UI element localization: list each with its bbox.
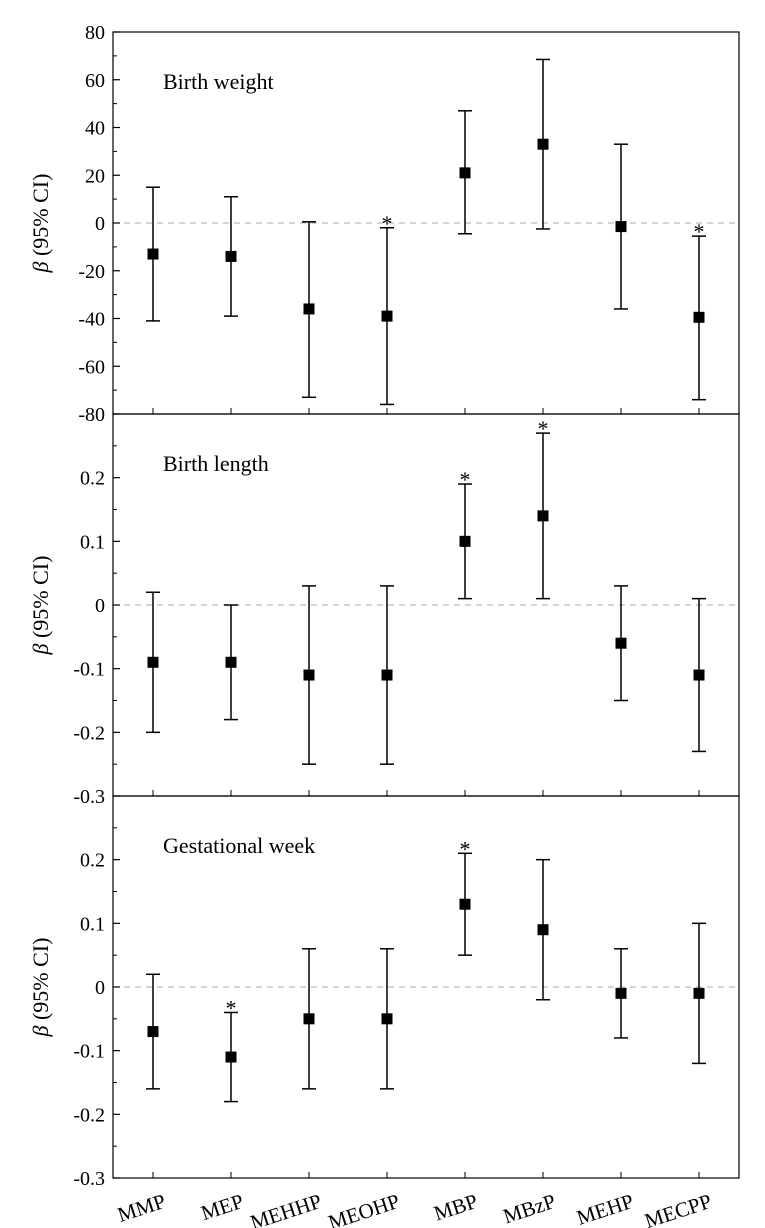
y-tick-label: 0.1 xyxy=(80,531,105,553)
x-category-label-mecpp: MECPP xyxy=(642,1189,715,1228)
y-tick-label: 0 xyxy=(95,595,105,617)
y-axis-label: β (95% CI) xyxy=(28,174,53,274)
beta-marker-mecpp xyxy=(693,311,705,323)
y-tick-label: 0.1 xyxy=(80,913,105,935)
panel-3: 0.2 0.1 0 -0.1 -0.2 -0.3 Gestational week β (95… xyxy=(28,795,740,1190)
beta-marker-mep xyxy=(225,1051,237,1063)
y-tick-label: -0.1 xyxy=(73,1041,105,1063)
y-tick-label: -20 xyxy=(78,261,105,283)
y-tick-label: 40 xyxy=(85,118,105,140)
x-category-label-mbzp: MBzP xyxy=(500,1189,558,1228)
beta-marker-mbp xyxy=(459,898,471,910)
beta-marker-mehp xyxy=(615,987,627,999)
y-tick-label: 80 xyxy=(85,22,105,44)
x-category-label-mehp: MEHP xyxy=(574,1189,637,1228)
y-axis-label-symbol: β xyxy=(28,261,53,273)
beta-marker-mep xyxy=(225,250,237,262)
y-tick-label: -0.2 xyxy=(73,1104,105,1126)
y-tick-label: -60 xyxy=(78,356,105,378)
y-tick-label: -0.3 xyxy=(73,786,105,808)
y-tick-label: 60 xyxy=(85,70,105,92)
y-tick-label: -0.1 xyxy=(73,659,105,681)
x-category-labels: MMP MEP MEHHP MEOHP MBP MBzP MEHP MECPP xyxy=(114,1189,714,1228)
beta-marker-mehhp xyxy=(303,1013,315,1025)
significance-star: * xyxy=(382,211,393,236)
y-tick-label: -40 xyxy=(78,309,105,331)
beta-marker-mmp xyxy=(147,656,159,668)
y-axis-label-symbol: β xyxy=(28,643,53,655)
beta-marker-mbzp xyxy=(537,924,549,936)
panel-title: Gestational week xyxy=(163,833,315,858)
significance-star: * xyxy=(538,416,549,441)
significance-star: * xyxy=(460,467,471,492)
y-axis-label: β (95% CI) xyxy=(28,938,53,1038)
beta-marker-meohp xyxy=(381,669,393,681)
beta-marker-meohp xyxy=(381,310,393,322)
beta-marker-mbp xyxy=(459,167,471,179)
x-category-label-mbp: MBP xyxy=(431,1189,481,1226)
significance-star: * xyxy=(460,836,471,861)
y-tick-label: 20 xyxy=(85,165,105,187)
panel-title: Birth length xyxy=(163,451,269,476)
beta-marker-mecpp xyxy=(693,987,705,999)
significance-star: * xyxy=(694,219,705,244)
x-category-label-mep: MEP xyxy=(198,1189,246,1225)
beta-marker-mmp xyxy=(147,248,159,260)
y-axis-label-symbol: β xyxy=(28,1025,53,1037)
y-tick-label: -0.3 xyxy=(73,1168,105,1190)
significance-star: * xyxy=(226,995,237,1020)
y-tick-label: 0 xyxy=(95,977,105,999)
beta-marker-mecpp xyxy=(693,669,705,681)
beta-marker-mehp xyxy=(615,221,627,233)
y-tick-label: 0.2 xyxy=(80,468,105,490)
y-tick-label: 0.2 xyxy=(80,850,105,872)
panel-title: Birth weight xyxy=(163,69,274,94)
y-axis-label-text: (95% CI) xyxy=(28,938,53,1026)
panel-2: 0.2 0.1 0 -0.1 -0.2 -0.3 Birth length β (95% CI… xyxy=(28,413,740,808)
x-category-label-meohp: MEOHP xyxy=(325,1189,402,1228)
y-tick-label: 0 xyxy=(95,213,105,235)
y-tick-label: -0.2 xyxy=(73,722,105,744)
y-axis-label-text: (95% CI) xyxy=(28,174,53,262)
x-category-label-mmp: MMP xyxy=(114,1189,168,1227)
x-category-label-mehhp: MEHHP xyxy=(247,1189,324,1228)
beta-marker-mehp xyxy=(615,637,627,649)
y-axis-label: β (95% CI) xyxy=(28,556,53,656)
panel-1: 80 60 40 20 0 -20 -40 -60 -80 Birth weight β (95% … xyxy=(28,22,740,426)
beta-marker-mehhp xyxy=(303,303,315,315)
y-axis-label-text: (95% CI) xyxy=(28,556,53,644)
beta-marker-meohp xyxy=(381,1013,393,1025)
beta-marker-mbp xyxy=(459,535,471,547)
beta-marker-mep xyxy=(225,656,237,668)
y-tick-label: -80 xyxy=(78,404,105,426)
beta-marker-mehhp xyxy=(303,669,315,681)
beta-marker-mbzp xyxy=(537,138,549,150)
beta-marker-mbzp xyxy=(537,510,549,522)
beta-marker-mmp xyxy=(147,1026,159,1038)
